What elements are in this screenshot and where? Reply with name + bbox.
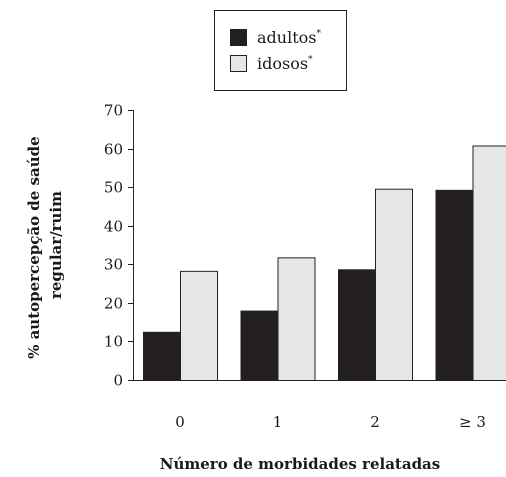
bar-idosos-0 [180, 270, 218, 382]
x-ticks: 0 1 2 ≥ 3 [175, 413, 486, 431]
bar-idosos-1 [277, 257, 316, 382]
legend-label-adultos: adultos* [257, 28, 321, 47]
y-axis-title-line-2: regular/ruim [47, 191, 65, 299]
legend-item-adultos: adultos* [230, 28, 321, 47]
y-axis-title-line-1: % autopercepção de saúde [25, 136, 43, 359]
legend-label-idosos: idosos* [257, 54, 313, 73]
legend-box [214, 10, 347, 91]
y-tick-label: 60 [104, 141, 123, 159]
x-tick-label: 2 [370, 413, 380, 431]
bar-adultos-1 [240, 310, 279, 382]
legend: adultos* idosos* [214, 10, 347, 91]
y-tick-label: 20 [104, 295, 123, 313]
y-tick-label: 40 [104, 218, 123, 236]
bar-idosos-3 [472, 145, 506, 381]
x-tick-label: ≥ 3 [459, 413, 486, 431]
bars [143, 145, 506, 382]
bar-adultos-3 [435, 189, 474, 381]
legend-swatch-adultos [230, 29, 247, 46]
y-tick-label: 0 [113, 372, 123, 390]
bar-idosos-2 [375, 188, 413, 381]
y-tick-label: 50 [104, 179, 123, 197]
y-ticks: 0 10 20 30 40 50 60 70 [104, 102, 133, 390]
legend-item-idosos: idosos* [230, 54, 313, 73]
bar-adultos-0 [143, 331, 181, 381]
y-tick-label: 10 [104, 333, 123, 351]
bar-adultos-2 [338, 269, 376, 381]
y-axis-title: % autopercepção de saúde regular/ruim [25, 131, 65, 359]
x-tick-label: 1 [273, 413, 283, 431]
y-tick-label: 70 [104, 102, 123, 120]
x-axis-title: Número de morbidades relatadas [160, 455, 440, 473]
y-tick-label: 30 [104, 256, 123, 274]
x-tick-label: 0 [175, 413, 185, 431]
legend-swatch-idosos [230, 55, 247, 72]
